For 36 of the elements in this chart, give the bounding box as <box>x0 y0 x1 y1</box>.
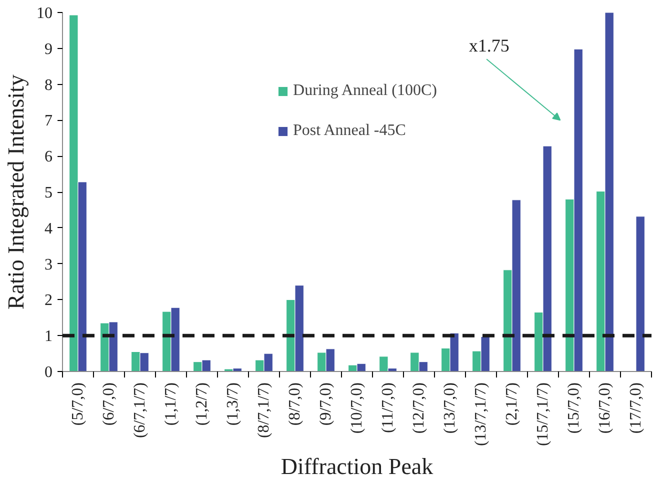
y-axis-title: Ratio Integrated Intensity <box>4 74 28 310</box>
y-tick-label: 8 <box>44 76 52 94</box>
x-tick-label: (17/7,0) <box>628 382 644 434</box>
x-tick-label: (11/7,0) <box>380 382 396 434</box>
x-tick-label: (10/7,0) <box>348 382 366 434</box>
bar <box>636 216 645 372</box>
y-tick-label: 3 <box>44 256 52 274</box>
x-tick-label: (15/7,1/7) <box>534 382 552 446</box>
y-tick-label: 2 <box>44 292 52 310</box>
y-tick-label: 1 <box>44 328 52 346</box>
y-tick-label: 7 <box>44 112 52 130</box>
x-tick-label: (15/7,0) <box>566 382 582 434</box>
y-tick-label: 4 <box>44 220 52 238</box>
legend-label: Post Anneal -45C <box>293 122 406 140</box>
x-tick-label: (5/7,0) <box>70 382 86 426</box>
y-tick-label: 0 <box>44 364 52 381</box>
x-tick-label: (13/7,1/7) <box>472 382 490 446</box>
x-tick-label: (1,3/7) <box>224 382 242 426</box>
x-tick-label: (8/7,0) <box>286 382 304 426</box>
x-tick-label: (6/7,0) <box>100 382 118 426</box>
x-tick-label: (8/7,1/7) <box>256 382 272 438</box>
y-tick-label: 5 <box>44 184 52 202</box>
x-tick-label: (13/7,0) <box>442 382 458 434</box>
x-axis-title: Diffraction Peak <box>280 454 434 480</box>
y-tick-label: 6 <box>44 148 52 166</box>
x-tick-label: (1,1/7) <box>162 382 180 426</box>
x-tick-label: (9/7,0) <box>318 382 334 426</box>
x-tick-label: (16/7,0) <box>596 382 614 434</box>
annotation: x1.75 <box>468 36 510 56</box>
y-tick-label: 9 <box>44 40 52 58</box>
x-tick-label: (12/7,0) <box>410 382 428 434</box>
x-tick-label: (1,2/7) <box>194 382 210 426</box>
legend-label: During Anneal (100C) <box>293 82 437 100</box>
x-tick-label: (2,1/7) <box>504 382 520 426</box>
x-tick-label: (6/7,1/7) <box>132 382 148 438</box>
y-tick-label: 10 <box>36 5 52 22</box>
